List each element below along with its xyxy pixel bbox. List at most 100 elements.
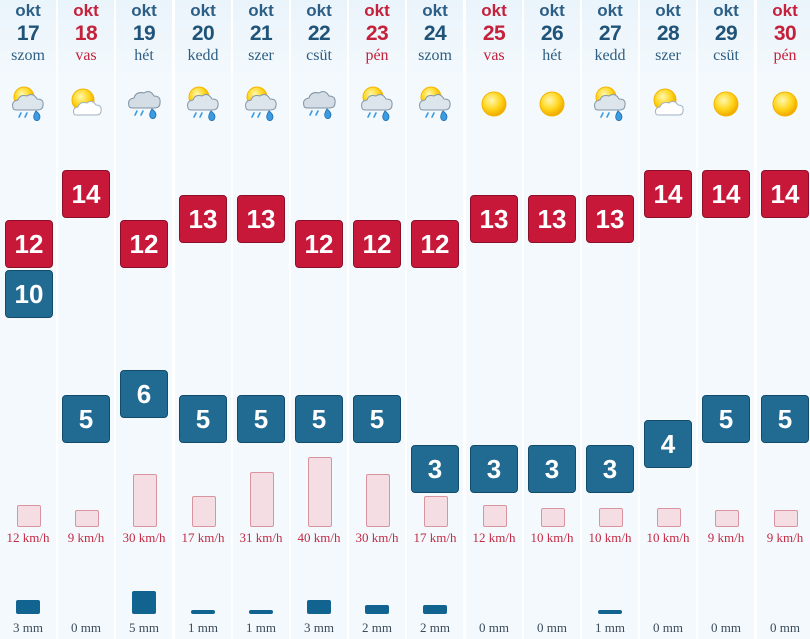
day-number: 21 (249, 22, 273, 45)
rain-bar (365, 605, 389, 614)
wind-bar (599, 508, 623, 527)
cloud-rain-icon (303, 91, 336, 119)
wind-bar (424, 496, 448, 527)
precipitation-label: 0 mm (71, 620, 101, 635)
month-label: okt (248, 1, 274, 20)
wind-bar (366, 474, 390, 527)
wind-speed-label: 17 km/h (413, 530, 457, 545)
day-number: 19 (132, 22, 156, 45)
precipitation-label: 5 mm (129, 620, 159, 635)
weekday-label: szom (418, 47, 452, 64)
day-column: okt 21 szer 13 5 31 km/h 1 mm (233, 0, 289, 639)
month-label: okt (131, 1, 157, 20)
precipitation-label: 3 mm (13, 620, 43, 635)
weather-icon (474, 84, 514, 124)
cloud-sun-rain-icon (419, 86, 451, 121)
sun-icon (713, 91, 739, 117)
weekday-label: kedd (594, 47, 626, 64)
weekday-label: hét (542, 47, 562, 64)
weather-icon (590, 84, 630, 124)
month-label: okt (15, 1, 41, 20)
max-temp-box: 12 (5, 220, 53, 268)
day-number: 29 (714, 22, 738, 45)
max-temp-box: 14 (62, 170, 110, 218)
rain-bar (598, 610, 622, 614)
precipitation-label: 2 mm (420, 620, 450, 635)
rain-bar (191, 610, 215, 614)
weather-icon (415, 84, 455, 124)
wind-bar (75, 510, 99, 527)
day-column: okt 27 kedd 13 3 10 km/h 1 mm (582, 0, 638, 639)
max-temp-box: 13 (237, 195, 285, 243)
max-temp-box: 14 (761, 170, 809, 218)
max-temp-box: 12 (353, 220, 401, 268)
weekday-label: szer (655, 47, 681, 64)
day-number: 27 (598, 22, 622, 45)
month-label: okt (190, 1, 216, 20)
wind-speed-label: 17 km/h (181, 530, 225, 545)
month-label: okt (655, 1, 681, 20)
day-number: 20 (191, 22, 215, 45)
rain-bar (16, 600, 40, 614)
sun-cloud-icon (71, 88, 102, 116)
day-number: 22 (307, 22, 331, 45)
rain-bar (132, 591, 156, 614)
day-number: 26 (540, 22, 564, 45)
weekday-label: szom (11, 47, 45, 64)
day-column: okt 23 pén 12 5 30 km/h 2 mm (349, 0, 405, 639)
day-number: 28 (656, 22, 680, 45)
wind-speed-label: 9 km/h (67, 530, 105, 545)
max-temp-box: 12 (295, 220, 343, 268)
weather-icon (706, 84, 746, 124)
max-temp-box: 13 (528, 195, 576, 243)
precipitation-label: 1 mm (188, 620, 218, 635)
max-temp-box: 12 (411, 220, 459, 268)
weekday-label: szer (248, 47, 274, 64)
sun-cloud-icon (653, 88, 684, 116)
month-label: okt (772, 1, 798, 20)
weather-icon (532, 84, 572, 124)
weather-icon (648, 84, 688, 124)
min-temp-box: 3 (470, 445, 518, 493)
rain-bar (307, 600, 331, 614)
weather-icon (299, 84, 339, 124)
max-temp-box: 13 (586, 195, 634, 243)
day-number: 18 (74, 22, 98, 45)
min-temp-box: 5 (62, 395, 110, 443)
wind-speed-label: 31 km/h (239, 530, 283, 545)
cloud-sun-rain-icon (361, 86, 393, 121)
wind-bar (483, 505, 507, 527)
min-temp-box: 3 (586, 445, 634, 493)
wind-speed-label: 30 km/h (122, 530, 166, 545)
wind-bar (308, 457, 332, 527)
month-label: okt (73, 1, 99, 20)
day-column: okt 20 kedd 13 5 17 km/h 1 mm (175, 0, 231, 639)
precipitation-label: 0 mm (537, 620, 567, 635)
precipitation-label: 0 mm (770, 620, 800, 635)
weekday-label: hét (134, 47, 154, 64)
day-number: 23 (365, 22, 389, 45)
sun-icon (772, 91, 798, 117)
wind-bar (657, 508, 681, 527)
min-temp-box: 5 (761, 395, 809, 443)
day-column: okt 22 csüt 12 5 40 km/h 3 mm (291, 0, 347, 639)
min-temp-box: 6 (120, 370, 168, 418)
wind-bar (17, 505, 41, 527)
rain-bar (423, 605, 447, 614)
cloud-sun-rain-icon (594, 86, 626, 121)
wind-speed-label: 9 km/h (707, 530, 745, 545)
day-column: okt 17 szom 12 10 12 km/h 3 mm (0, 0, 56, 639)
month-label: okt (539, 1, 565, 20)
wind-bar (715, 510, 739, 527)
day-column: okt 24 szom 12 3 17 km/h 2 mm (407, 0, 463, 639)
max-temp-box: 13 (470, 195, 518, 243)
wind-speed-label: 40 km/h (297, 530, 341, 545)
rain-bar (249, 610, 273, 614)
sun-icon (539, 91, 565, 117)
min-temp-box: 5 (702, 395, 750, 443)
min-temp-box: 10 (5, 270, 53, 318)
wind-speed-label: 10 km/h (588, 530, 632, 545)
max-temp-box: 13 (179, 195, 227, 243)
weather-icon (183, 84, 223, 124)
weather-icon (124, 84, 164, 124)
